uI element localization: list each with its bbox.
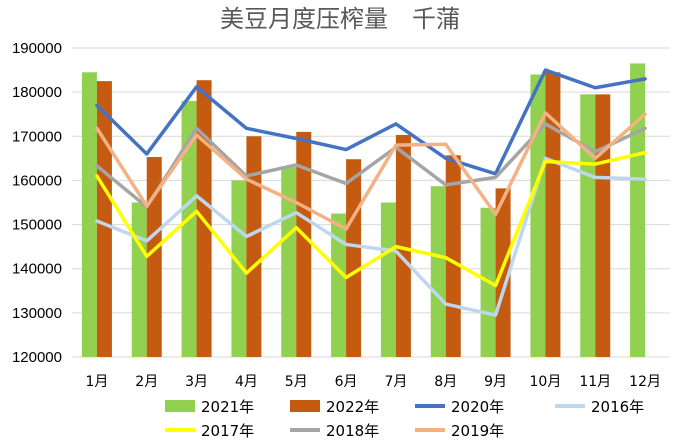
bar-2022年-2月	[146, 157, 162, 357]
bar-2022年-7月	[395, 134, 411, 357]
legend-label: 2019年	[451, 422, 504, 440]
y-tick-label: 180000	[12, 84, 62, 101]
y-tick-label: 150000	[12, 217, 62, 234]
bar-2022年-6月	[346, 159, 362, 357]
bar-2021年-6月	[331, 213, 347, 357]
x-tick-label: 8月	[434, 374, 457, 390]
x-tick-label: 11月	[579, 374, 611, 390]
bar-2021年-4月	[231, 180, 247, 357]
legend-label: 2022年	[326, 398, 379, 416]
y-tick-label: 170000	[12, 128, 62, 145]
x-tick-label: 4月	[235, 374, 258, 390]
bar-2022年-10月	[545, 72, 561, 358]
bar-2022年-9月	[495, 188, 511, 357]
y-tick-label: 120000	[12, 349, 62, 366]
y-axis: 120000 130000 140000 150000 160000 170000 1800…	[12, 40, 62, 366]
x-tick-label: 3月	[185, 374, 208, 390]
bar-2021年-3月	[181, 100, 197, 357]
lines	[95, 68, 647, 317]
line-2020年	[95, 68, 647, 176]
bar-2021年-1月	[81, 72, 97, 358]
x-tick-label: 9月	[484, 374, 507, 390]
bar-2021年-12月	[630, 63, 646, 357]
x-tick-label: 7月	[384, 374, 407, 390]
x-tick-label: 10月	[530, 374, 562, 390]
bar-2022年-1月	[96, 81, 112, 357]
bar-2021年-11月	[580, 94, 596, 357]
bar-2021年-7月	[380, 202, 396, 357]
chart-title: 美豆月度压榨量 千蒲	[220, 5, 460, 33]
legend-label: 2016年	[591, 398, 644, 416]
y-tick-label: 130000	[12, 305, 62, 322]
x-tick-label: 5月	[285, 374, 308, 390]
y-tick-label: 190000	[12, 40, 62, 57]
legend-label: 2021年	[201, 398, 254, 416]
bar-2022年-4月	[246, 136, 262, 357]
legend-swatch	[290, 400, 320, 412]
bar-2021年-8月	[430, 186, 446, 357]
x-tick-label: 12月	[629, 374, 661, 390]
line-2018年	[95, 122, 647, 209]
y-tick-label: 140000	[12, 261, 62, 278]
x-tick-label: 2月	[135, 374, 158, 390]
legend-label: 2017年	[201, 422, 254, 440]
legend: 2021年 2022年 2020年 2016年 2017年 2018年 2019年	[165, 398, 644, 440]
line-2019年	[95, 111, 647, 231]
bar-2022年-5月	[296, 131, 312, 357]
bar-2022年-11月	[595, 94, 611, 357]
y-tick-label: 160000	[12, 172, 62, 189]
bar-2021年-2月	[131, 202, 147, 357]
bars	[81, 63, 646, 358]
line-2016年	[95, 156, 647, 317]
legend-label: 2020年	[451, 398, 504, 416]
legend-swatch	[165, 400, 195, 412]
line-2017年	[95, 150, 647, 288]
x-tick-label: 6月	[335, 374, 358, 390]
x-tick-label: 1月	[85, 374, 108, 390]
x-axis: 1月 2月 3月 4月 5月 6月 7月 8月 9月 10月 11月 12月	[85, 374, 661, 390]
legend-label: 2018年	[326, 422, 379, 440]
bar-2021年-10月	[530, 74, 546, 357]
